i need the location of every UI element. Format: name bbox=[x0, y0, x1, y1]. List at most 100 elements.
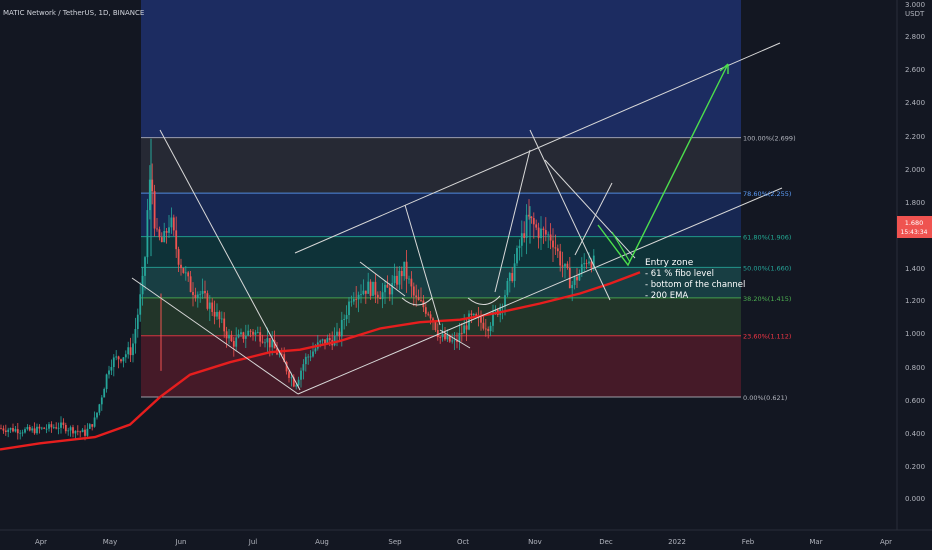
candle-body bbox=[201, 291, 204, 294]
candle-body bbox=[350, 301, 353, 303]
candle-body bbox=[290, 377, 293, 379]
candle-body bbox=[79, 431, 82, 433]
candle-body bbox=[412, 286, 415, 296]
candle-body bbox=[273, 340, 276, 349]
x-tick-label: Mar bbox=[809, 538, 822, 546]
fibonacci-retracement[interactable] bbox=[141, 0, 741, 398]
y-tick-label: 1.800 bbox=[905, 199, 925, 207]
candle-body bbox=[110, 367, 113, 371]
candle-body bbox=[480, 316, 482, 323]
candle-body bbox=[588, 261, 590, 264]
candle-body bbox=[460, 332, 463, 334]
y-tick-label: 1.200 bbox=[905, 297, 925, 305]
y-tick-label: 0.200 bbox=[905, 463, 925, 471]
candle-body bbox=[117, 356, 120, 360]
x-tick-label: Aug bbox=[315, 538, 329, 546]
candle-body bbox=[196, 294, 199, 298]
candle-body bbox=[463, 325, 466, 334]
candle-body bbox=[434, 321, 437, 331]
trendline-drawings[interactable] bbox=[0, 42, 783, 451]
candle-body bbox=[458, 332, 461, 342]
candle-body bbox=[67, 430, 70, 432]
candle-body bbox=[172, 217, 175, 231]
candle-body bbox=[62, 422, 65, 425]
candle-body bbox=[12, 428, 14, 432]
candle-body bbox=[388, 287, 391, 295]
entry-zone-annotation[interactable]: Entry zone - 61 % fibo level - bottom of… bbox=[645, 258, 745, 301]
candle-body bbox=[525, 214, 528, 239]
candle-body bbox=[7, 429, 10, 432]
time-axis[interactable] bbox=[0, 530, 932, 550]
candle-body bbox=[376, 294, 379, 298]
x-tick-label: Oct bbox=[457, 538, 469, 546]
candle-body bbox=[86, 428, 89, 436]
candle-body bbox=[244, 335, 247, 339]
candle-body bbox=[552, 240, 554, 248]
fib-zone bbox=[141, 193, 741, 237]
candle-body bbox=[379, 297, 382, 299]
candle-body bbox=[72, 427, 74, 434]
candle-body bbox=[360, 294, 362, 295]
candle-body bbox=[180, 264, 182, 269]
pattern-arc bbox=[467, 295, 501, 305]
candle-body bbox=[448, 335, 451, 342]
candle-body bbox=[297, 379, 300, 386]
candle-body bbox=[314, 348, 317, 352]
candle-body bbox=[9, 428, 12, 430]
candle-body bbox=[158, 229, 161, 238]
pattern-line bbox=[359, 261, 406, 297]
fib-level-label: 100.00%(2.699) bbox=[743, 135, 796, 143]
candle-body bbox=[182, 268, 185, 273]
candle-body bbox=[52, 427, 55, 429]
candle-body bbox=[93, 417, 96, 427]
candle-body bbox=[206, 293, 209, 309]
fib-zone bbox=[141, 335, 741, 397]
candle-body bbox=[424, 307, 427, 314]
candle-body bbox=[220, 318, 223, 320]
candle-body bbox=[504, 295, 506, 307]
candle-body bbox=[580, 264, 583, 274]
price-axis[interactable] bbox=[897, 0, 932, 530]
candle-body bbox=[453, 339, 456, 341]
candle-body bbox=[184, 272, 187, 274]
candle-body bbox=[427, 313, 430, 315]
x-tick-label: Jul bbox=[248, 538, 258, 546]
x-tick-label: Feb bbox=[742, 538, 755, 546]
candle-body bbox=[451, 340, 454, 342]
candle-body bbox=[592, 255, 595, 269]
candle-body bbox=[192, 291, 194, 295]
y-tick-label: 0.800 bbox=[905, 364, 925, 372]
candle-body bbox=[288, 371, 290, 378]
candle-body bbox=[45, 428, 48, 430]
x-tick-label: Sep bbox=[388, 538, 402, 546]
candle-body bbox=[432, 318, 434, 322]
pattern-line bbox=[529, 129, 611, 301]
candle-body bbox=[487, 328, 490, 332]
channel-lower-line bbox=[297, 187, 783, 395]
candle-body bbox=[465, 325, 468, 330]
candle-body bbox=[583, 263, 586, 265]
candle-body bbox=[556, 248, 559, 252]
candle-body bbox=[19, 432, 22, 434]
candle-body bbox=[177, 249, 180, 265]
candle-body bbox=[60, 422, 62, 428]
x-tick-label: Nov bbox=[528, 538, 542, 546]
channel-upper-line bbox=[294, 42, 781, 254]
candle-body bbox=[549, 234, 552, 241]
candle-body bbox=[352, 299, 355, 302]
pattern-line bbox=[544, 159, 636, 259]
candle-body bbox=[348, 301, 350, 316]
candle-body bbox=[436, 330, 439, 337]
candle-body bbox=[523, 233, 526, 239]
candle-body bbox=[264, 342, 266, 344]
candle-body bbox=[528, 214, 530, 217]
candle-body bbox=[571, 284, 574, 289]
candle-body bbox=[252, 331, 254, 335]
pattern-line bbox=[404, 204, 441, 326]
candle-body bbox=[355, 299, 358, 300]
candlestick-series bbox=[0, 138, 595, 441]
y-tick-label: 2.400 bbox=[905, 99, 925, 107]
y-tick-label: 0.000 bbox=[905, 495, 925, 503]
candle-body bbox=[400, 270, 403, 277]
